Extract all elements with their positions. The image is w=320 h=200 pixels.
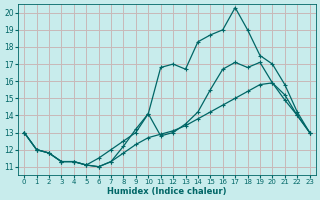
X-axis label: Humidex (Indice chaleur): Humidex (Indice chaleur) xyxy=(107,187,227,196)
